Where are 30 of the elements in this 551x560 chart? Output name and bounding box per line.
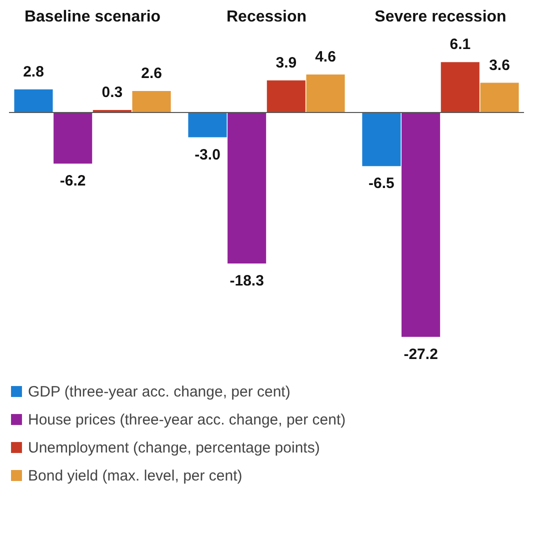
- x-tick-label: Baseline scenario: [24, 8, 161, 26]
- x-tick-label: Recession: [226, 8, 307, 26]
- data-label: -18.3: [230, 272, 264, 290]
- legend-label: House prices (three-year acc. change, per cent): [28, 412, 346, 428]
- bar: [228, 112, 266, 264]
- data-label: 3.6: [489, 56, 510, 74]
- bar: [362, 112, 401, 166]
- data-label: -3.0: [194, 146, 220, 164]
- data-label: -6.2: [60, 172, 86, 190]
- bar: [54, 112, 92, 164]
- bar: [132, 91, 171, 112]
- bar: [402, 112, 440, 337]
- bar: [188, 112, 227, 138]
- data-label: 6.1: [450, 36, 471, 54]
- legend-label: GDP (three-year acc. change, per cent): [28, 384, 290, 400]
- bar: [480, 82, 519, 112]
- legend-label: Unemployment (change, percentage points): [28, 440, 320, 456]
- data-label: -27.2: [404, 346, 438, 363]
- data-label: 0.3: [102, 84, 123, 102]
- data-label: 4.6: [315, 48, 336, 66]
- data-label: 2.8: [23, 63, 44, 80]
- data-label: 2.6: [141, 65, 162, 82]
- data-label: 3.9: [276, 54, 297, 72]
- data-label: -6.5: [368, 175, 394, 192]
- bar: [440, 62, 480, 112]
- legend-label: Bond yield (max. level, per cent): [28, 468, 242, 484]
- bar: [266, 80, 306, 112]
- bar: [14, 89, 53, 112]
- x-tick-label: Severe recession: [374, 8, 506, 26]
- bar: [306, 74, 345, 112]
